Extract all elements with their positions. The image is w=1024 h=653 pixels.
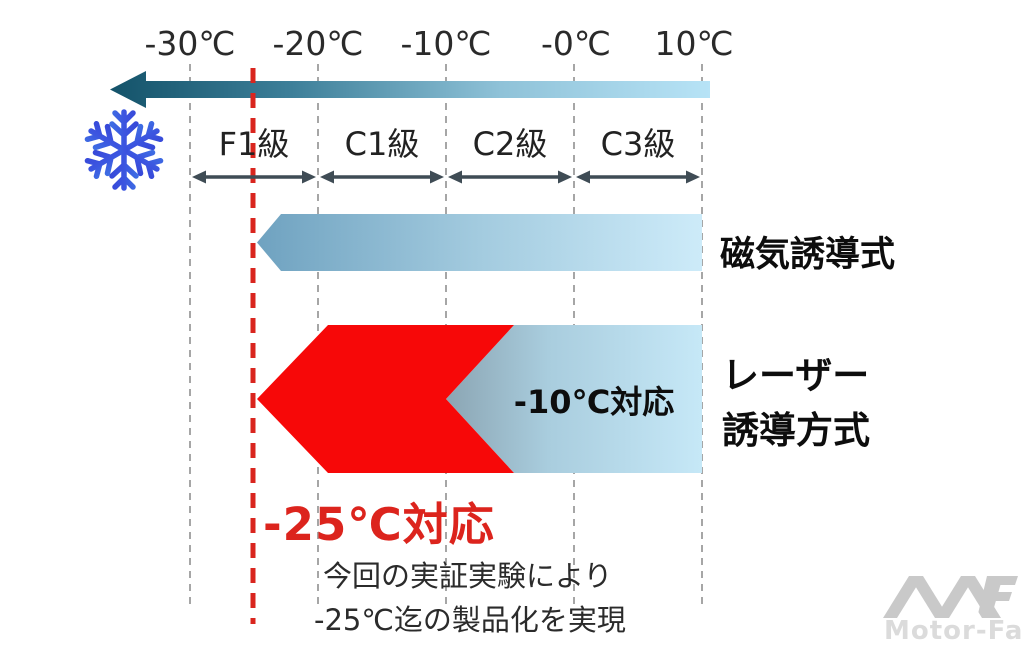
range-arrow-c2 [448, 170, 572, 184]
axis-tick-label-minus0: -0℃ [541, 24, 611, 63]
highlight-note-line1: 今回の実証実験により [323, 559, 613, 593]
laser-guidance-label-line2: 誘導方式 [722, 409, 870, 452]
laser-guidance-label-line1: レーザー [722, 354, 870, 397]
minus25-highlight-title: -25℃対応 [263, 498, 495, 551]
class-label-c1: C1級 [344, 125, 420, 163]
class-label-c3: C3級 [600, 125, 676, 163]
watermark-text: Motor-Fan.jp [884, 616, 1024, 646]
motor-fan-logo [883, 576, 1018, 618]
range-arrow-c1 [320, 170, 444, 184]
axis-tick-label-minus10: -10℃ [400, 24, 492, 63]
temperature-scale-arrow [110, 71, 710, 108]
axis-tick-label-minus20: -20℃ [272, 24, 364, 63]
class-range-arrows [192, 170, 700, 184]
laser-guidance-bar-blue [446, 325, 702, 473]
axis-tick-label-minus30: -30℃ [144, 24, 236, 63]
laser-minus10-caption: -10℃対応 [513, 383, 675, 421]
range-arrow-c3 [576, 170, 700, 184]
laser-guidance-bar-red-extension [257, 325, 514, 473]
class-label-c2: C2級 [472, 125, 548, 163]
magnetic-guidance-label: 磁気誘導式 [720, 235, 896, 275]
magnetic-guidance-bar [257, 214, 702, 271]
axis-tick-label-plus10: 10℃ [654, 24, 734, 63]
highlight-note-line2: -25℃迄の製品化を実現 [314, 603, 626, 637]
range-arrow-f1 [192, 170, 316, 184]
snowflake-icon [85, 109, 163, 188]
class-label-f1: F1級 [218, 125, 290, 163]
